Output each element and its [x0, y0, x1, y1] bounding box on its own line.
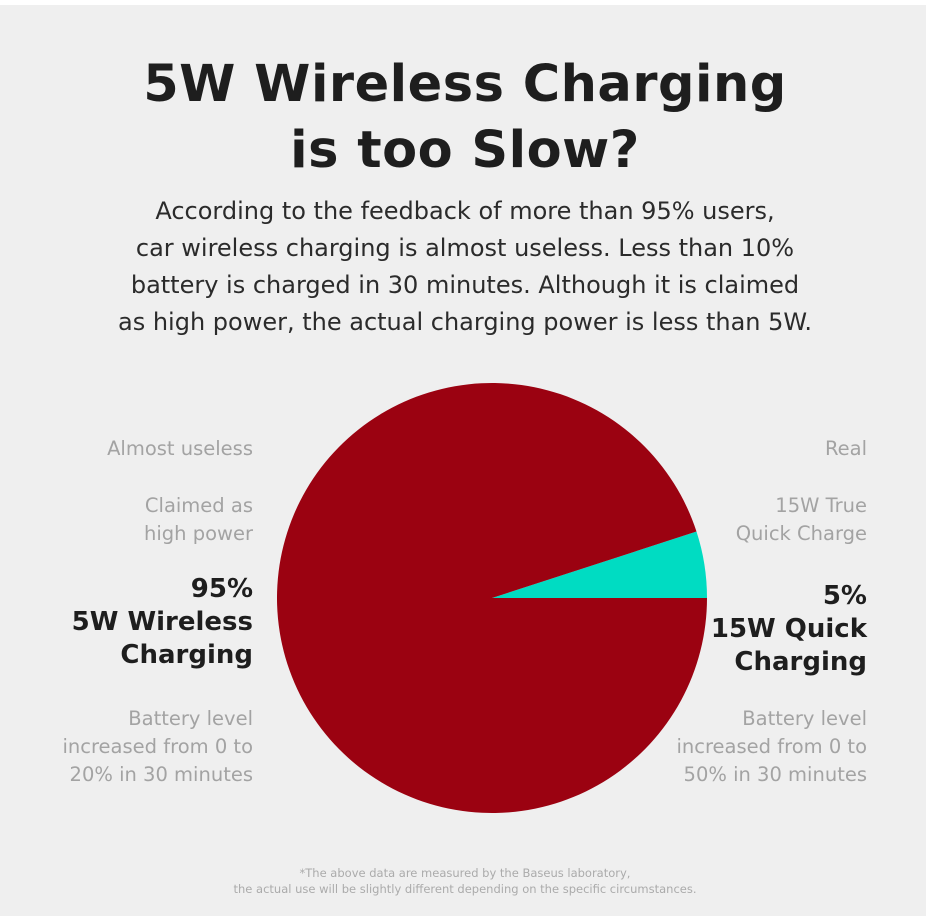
footnote-line-1: *The above data are measured by the Base…	[299, 866, 631, 880]
pie-slice-15w-quick-charging	[492, 531, 707, 598]
description-line-3: battery is charged in 30 minutes. Althou…	[130, 271, 800, 299]
right-detail-line-2: increased from 0 to	[676, 735, 867, 758]
page-title-line-1: 5W Wireless Charging	[143, 55, 787, 114]
frame-right-border	[926, 0, 930, 920]
right-percent-label: 5%	[822, 581, 867, 611]
left-detail-line-3: 20% in 30 minutes	[69, 763, 253, 786]
page-title-line-2: is too Slow?	[290, 121, 640, 180]
right-detail-line-3: 50% in 30 minutes	[683, 763, 867, 786]
left-tag-almost-useless: Almost useless	[107, 437, 253, 460]
description-line-1: According to the feedback of more than 9…	[155, 197, 775, 225]
right-detail-line-1: Battery level	[742, 707, 867, 730]
frame-bottom-border	[0, 916, 930, 920]
right-tag-true-quick-line-1: 15W True	[775, 494, 867, 517]
right-series-name-line-1: 15W Quick	[710, 614, 867, 644]
left-series-name-line-2: Charging	[120, 640, 253, 670]
left-detail-line-2: increased from 0 to	[62, 735, 253, 758]
frame-top-border	[0, 0, 930, 5]
right-series-name-line-2: Charging	[734, 647, 867, 677]
description-line-2: car wireless charging is almost useless.…	[135, 234, 795, 262]
description-line-4: as high power, the actual charging power…	[117, 308, 813, 336]
left-series-name-line-1: 5W Wireless	[71, 607, 253, 637]
pie-slice-5w-wireless-charging	[276, 382, 707, 813]
left-percent-label: 95%	[190, 574, 253, 604]
left-tag-claimed-line-1: Claimed as	[144, 494, 253, 517]
right-tag-real: Real	[824, 437, 867, 460]
right-tag-true-quick-line-2: Quick Charge	[735, 522, 867, 545]
footnote-line-2: the actual use will be slightly differen…	[233, 882, 697, 896]
left-tag-claimed-line-2: high power	[144, 522, 253, 545]
left-detail-line-1: Battery level	[128, 707, 253, 730]
